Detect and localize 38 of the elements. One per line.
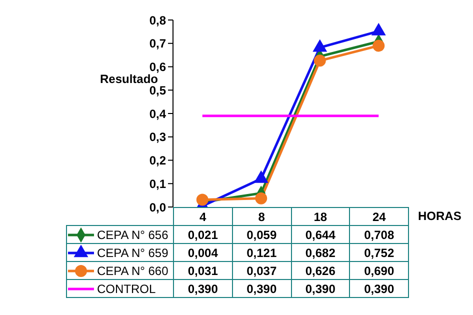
point (314, 54, 326, 67)
data-label: 0,390 (232, 279, 292, 298)
y-tick-label: 0,1 (149, 176, 166, 191)
data-label: 0,021 (173, 225, 233, 244)
y-tick-label: 0,6 (149, 60, 166, 74)
legend-label: CEPA N° 656 (97, 228, 168, 242)
y-tick-label: 0,0 (149, 200, 166, 214)
x-tick-label: 4 (173, 207, 233, 226)
data-label: 0,682 (290, 243, 350, 262)
x-tick-label: 8 (232, 207, 292, 226)
data-label: 0,031 (173, 261, 233, 280)
data-label: 0,644 (290, 225, 350, 244)
data-label: 0,708 (349, 225, 409, 244)
data-label: 0,059 (232, 225, 292, 244)
x-axis-title: HORAS (418, 209, 462, 223)
y-tick-label: 0,3 (149, 130, 166, 144)
x-tick-label: 24 (349, 207, 409, 226)
point (255, 192, 268, 204)
y-tick-label: 0,7 (149, 36, 166, 51)
y-tick-label: 0,4 (149, 106, 166, 121)
data-label: 0,390 (173, 279, 233, 298)
data-label: 0,690 (349, 261, 409, 280)
y-tick-label: 0,8 (149, 13, 166, 28)
legend-label: CEPA N° 660 (97, 264, 168, 278)
y-axis-title: Resultado (100, 72, 158, 86)
y-tick-label: 0,2 (149, 154, 166, 168)
point (372, 40, 385, 52)
data-label: 0,752 (349, 243, 409, 262)
data-label: 0,390 (349, 279, 409, 298)
y-tick-label: 0,5 (149, 83, 166, 98)
data-label: 0,037 (232, 261, 292, 280)
data-label: 0,121 (232, 243, 292, 262)
data-label: 0,390 (290, 279, 350, 298)
x-tick-label: 18 (290, 207, 350, 226)
data-label: 0,004 (173, 243, 233, 262)
legend-label: CEPA N° 659 (97, 246, 168, 260)
data-label: 0,626 (290, 261, 350, 280)
legend-label: CONTROL (97, 282, 156, 296)
